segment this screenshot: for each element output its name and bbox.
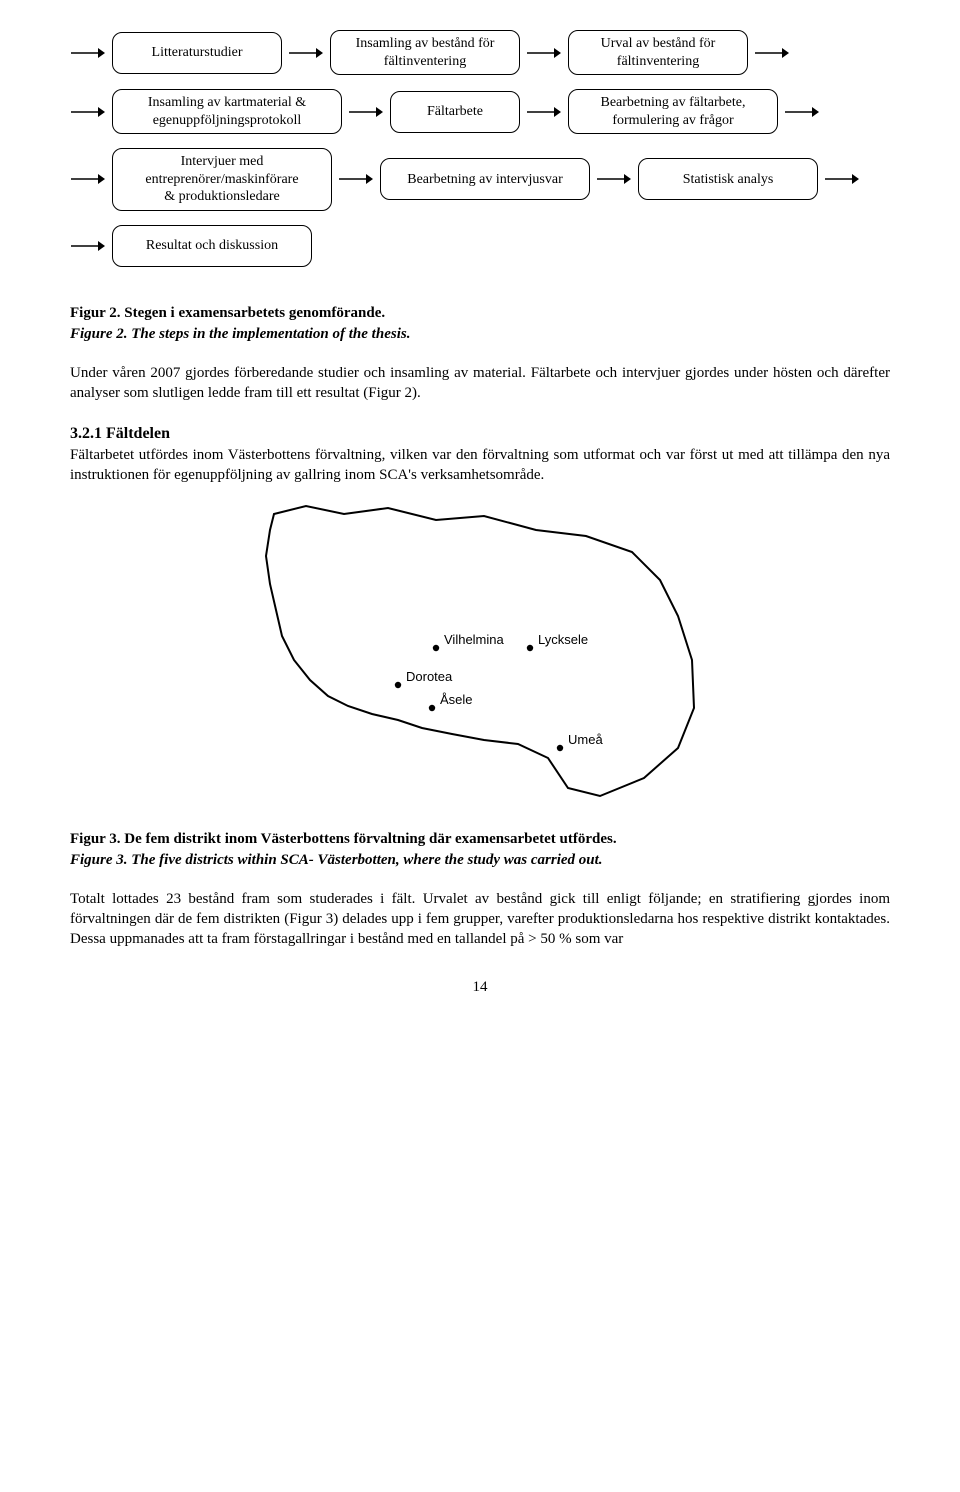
flow-box: Bearbetning av intervjusvar [380,158,590,200]
body-p2: Fältarbetet utfördes inom Västerbottens … [70,445,890,486]
arrow-icon [70,172,106,186]
body-p3: Totalt lottades 23 bestånd fram som stud… [70,889,890,950]
map-point-label: Dorotea [406,669,453,684]
arrow-icon [70,239,106,253]
flow-box: Intervjuer medentreprenörer/maskinförare… [112,148,332,211]
flow-box: Statistisk analys [638,158,818,200]
arrow-icon [70,105,106,119]
flow-box: Insamling av kartmaterial &egenuppföljni… [112,89,342,134]
arrow-icon [596,172,632,186]
flow-box: Litteraturstudier [112,32,282,74]
arrow-icon [824,172,860,186]
flow-row: Intervjuer medentreprenörer/maskinförare… [70,148,890,211]
arrow-icon [288,46,324,60]
map-point-label: Umeå [568,732,603,747]
map-outline [266,506,694,796]
flow-row: Resultat och diskussion [70,225,890,267]
arrow-icon [70,46,106,60]
arrow-icon [338,172,374,186]
arrow-icon [348,105,384,119]
map-point-label: Åsele [440,692,473,707]
map-point [527,644,533,650]
fig2-caption-sv: Figur 2. Stegen i examensarbetets genomf… [70,305,890,322]
flowchart: Litteraturstudier Insamling av bestånd fö… [70,30,890,267]
map-point [557,744,563,750]
arrow-icon [784,105,820,119]
flow-box: Insamling av bestånd förfältinventering [330,30,520,75]
fig2-caption-en: Figure 2. The steps in the implementatio… [70,326,890,343]
map-point [429,704,435,710]
arrow-icon [526,105,562,119]
map-point [395,681,401,687]
body-p1: Under våren 2007 gjordes förberedande st… [70,363,890,404]
flow-row: Insamling av kartmaterial &egenuppföljni… [70,89,890,134]
fig3-caption-en: Figure 3. The five districts within SCA-… [70,852,890,869]
map-point [433,644,439,650]
flow-box: Resultat och diskussion [112,225,312,267]
section-heading: 3.2.1 Fältdelen [70,425,890,443]
flow-row: Litteraturstudier Insamling av bestånd fö… [70,30,890,75]
flow-box: Bearbetning av fältarbete,formulering av… [568,89,778,134]
map-point-label: Lycksele [538,632,588,647]
fig3-caption-sv: Figur 3. De fem distrikt inom Västerbott… [70,831,890,848]
page-number: 14 [70,979,890,996]
flow-box: Fältarbete [390,91,520,133]
arrow-icon [526,46,562,60]
arrow-icon [754,46,790,60]
map-figure: Vilhelmina Lycksele Dorotea Åsele Umeå [240,500,720,825]
map-point-label: Vilhelmina [444,632,505,647]
flow-box: Urval av bestånd förfältinventering [568,30,748,75]
